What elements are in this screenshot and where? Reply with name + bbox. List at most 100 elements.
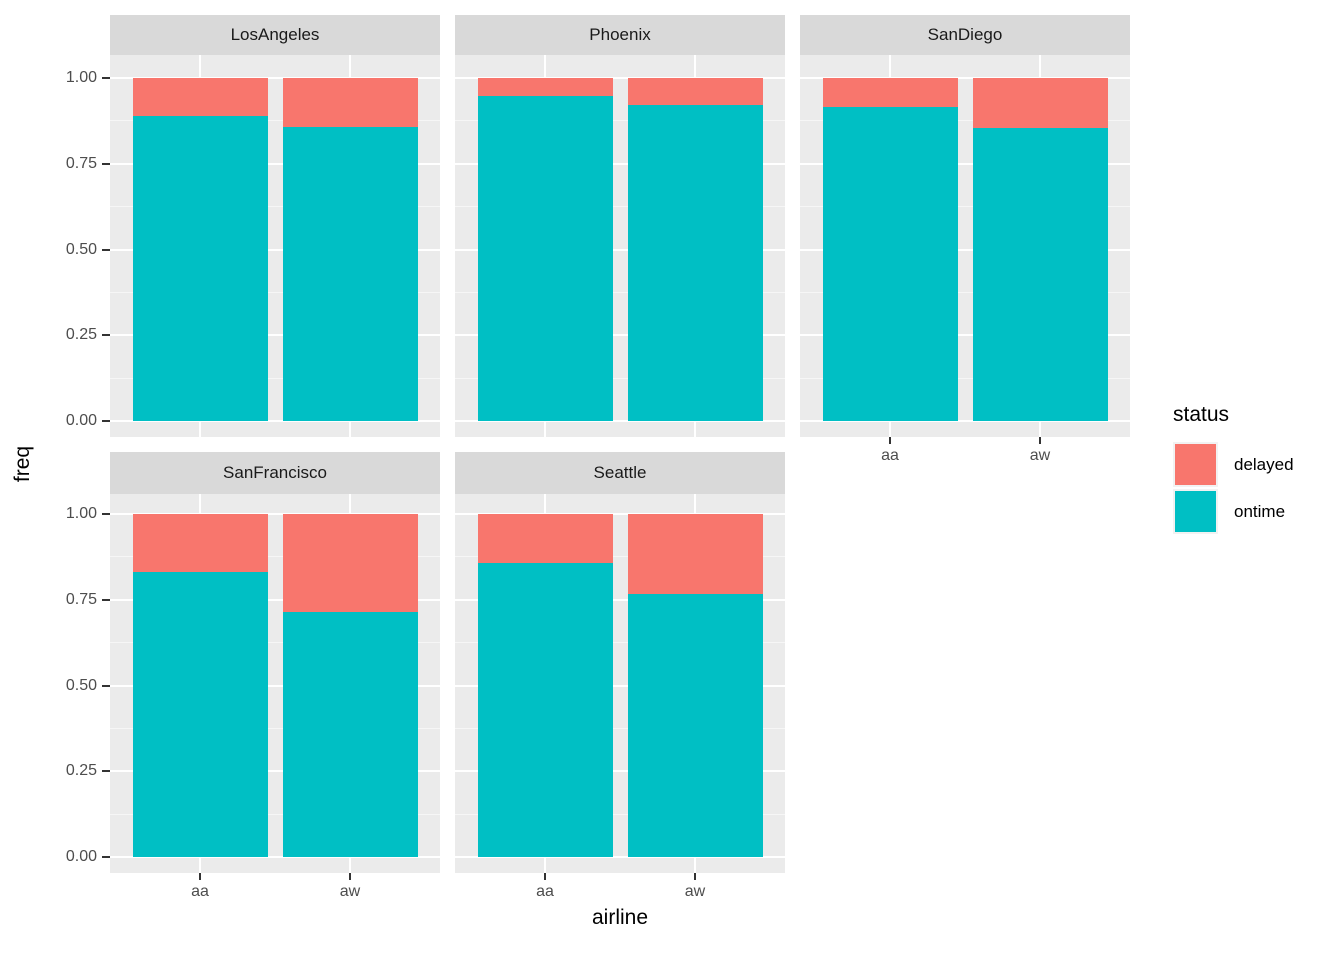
bar-segment-delayed (282, 78, 418, 128)
gridline-major (455, 162, 785, 165)
gridline-minor (110, 377, 440, 379)
gridline-major (455, 334, 785, 337)
bar-seattle-aa (477, 514, 613, 857)
gridline-minor (455, 727, 785, 729)
bar-segment-delayed (282, 514, 418, 613)
facet-strip: SanFrancisco (110, 452, 440, 494)
bar-segment-ontime (822, 107, 958, 421)
x-axis-tick-label: aw (1029, 447, 1051, 464)
y-axis-tick-label: 0.25 (65, 762, 97, 780)
bar-segment-ontime (282, 612, 418, 857)
gridline-minor (455, 377, 785, 379)
bar-segment-delayed (477, 514, 613, 563)
bar-segment-delayed (627, 514, 763, 594)
facet-panel (455, 55, 785, 437)
y-axis-tick (102, 248, 110, 251)
legend-swatch-fill-ontime (1175, 491, 1216, 532)
facet-panel: aa aw (455, 494, 785, 900)
legend-label: ontime (1234, 501, 1286, 521)
bar-sandiego-aw (972, 78, 1108, 421)
y-axis-tick-label: 0.50 (65, 240, 97, 258)
gridline-major (110, 598, 440, 601)
x-axis-tick-label: aa (536, 883, 554, 900)
gridline-major (800, 248, 1130, 251)
gridline-major (110, 248, 440, 251)
facet-strip: Seattle (455, 452, 785, 494)
bar-segment-delayed (132, 78, 268, 117)
bar-segment-delayed (627, 78, 763, 106)
gridline-major (455, 684, 785, 687)
gridline-major (110, 856, 440, 858)
bar-segment-ontime (282, 127, 418, 421)
legend-key-ontime: ontime (1173, 489, 1294, 534)
gridline-minor (800, 206, 1130, 208)
y-axis-tick (102, 334, 110, 337)
gridline-major (455, 770, 785, 773)
gridline-major (110, 513, 440, 515)
gridline-minor (455, 206, 785, 208)
facet-panel: aa aw (800, 55, 1130, 464)
gridline-major (110, 77, 440, 79)
bar-phoenix-aw (627, 78, 763, 421)
gridline-major (800, 77, 1130, 79)
legend-key-delayed: delayed (1173, 442, 1294, 487)
y-axis-tick-label: 0.25 (65, 326, 97, 344)
gridline-major (800, 334, 1130, 337)
facet-title: LosAngeles (230, 25, 320, 44)
y-axis-tick (102, 420, 110, 422)
gridline-minor (800, 377, 1130, 379)
facet-title: SanDiego (927, 25, 1003, 44)
gridline-minor (110, 556, 440, 558)
bar-segment-delayed (132, 514, 268, 572)
facet-sanfrancisco: SanFrancisco aa aw 1.00 0.75 0.50 0.25 0.00 (66, 452, 440, 900)
y-axis-title: freq (11, 445, 34, 483)
y-axis-tick-label: 0.00 (65, 412, 97, 429)
gridline-minor (110, 813, 440, 815)
y-axis-tick (102, 513, 110, 515)
bar-sanfrancisco-aa (132, 514, 268, 857)
facet-seattle: Seattle aa aw (455, 452, 785, 900)
gridline-major (455, 598, 785, 601)
bar-segment-delayed (972, 78, 1108, 128)
gridline-major (455, 248, 785, 251)
y-axis-tick (102, 162, 110, 165)
gridline-minor (110, 206, 440, 208)
x-axis-tick (889, 437, 891, 444)
gridline-major (800, 162, 1130, 165)
legend-keys: delayed ontime (1173, 442, 1294, 534)
gridline-minor (455, 120, 785, 122)
gridline-major (110, 420, 440, 422)
bar-segment-delayed (822, 78, 958, 108)
bar-losangeles-aw (282, 78, 418, 421)
facet-strip: SanDiego (800, 15, 1130, 55)
gridline-major (110, 334, 440, 337)
x-axis-tick (1039, 437, 1041, 444)
gridline-minor (455, 642, 785, 644)
bar-seattle-aw (627, 514, 763, 857)
gridline-minor (455, 813, 785, 815)
y-axis-tick (102, 77, 110, 79)
facet-sandiego: SanDiego aa aw (800, 15, 1130, 464)
facet-panel: 1.00 0.75 0.50 0.25 0.00 (66, 55, 440, 437)
gridline-major (800, 420, 1130, 422)
gridline-minor (800, 120, 1130, 122)
y-axis-tick (102, 856, 110, 858)
facet-strip: LosAngeles (110, 15, 440, 55)
x-axis-tick-label: aw (339, 883, 361, 900)
bar-segment-ontime (132, 116, 268, 421)
gridline-minor (800, 291, 1130, 293)
x-axis-tick-label: aa (191, 883, 209, 900)
facet-losangeles: LosAngeles 1.00 0.75 0.50 0.25 0.00 (66, 15, 440, 437)
gridline-minor (110, 727, 440, 729)
y-axis-tick (102, 598, 110, 601)
facet-title: Seattle (593, 463, 647, 482)
legend-title: status (1173, 403, 1230, 426)
bar-segment-ontime (627, 105, 763, 421)
gridline-major (110, 770, 440, 773)
legend-label: delayed (1234, 454, 1294, 474)
legend-swatch (1173, 442, 1218, 487)
gridline-minor (110, 642, 440, 644)
gridline-minor (455, 291, 785, 293)
x-axis-tick-label: aa (881, 447, 899, 464)
